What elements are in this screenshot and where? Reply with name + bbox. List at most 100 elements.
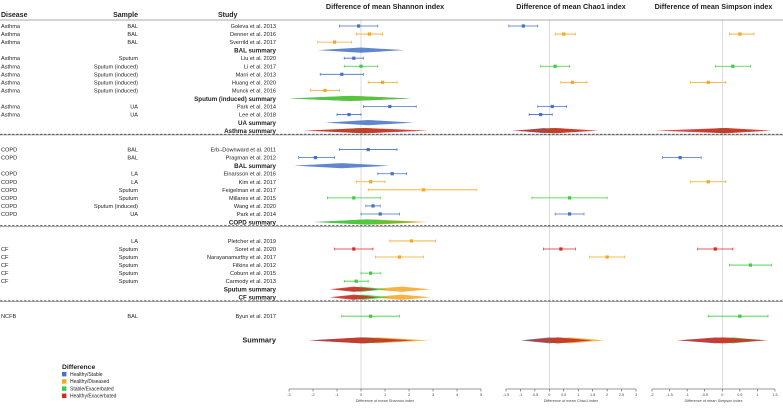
legend-label: Healthy/Stable [70,372,103,378]
point-estimate [421,188,425,192]
legend-title: Difference [62,364,95,371]
study-row: Asthma Sputum (induced) Marri et al. 2013 [1,72,364,78]
study-cell: Munck et al. 2016 [232,88,276,94]
disease-cell: CF [1,279,9,285]
summary-label: Sputum summary [224,287,277,294]
legend-label: Healthy/Diseased [70,379,109,385]
panels: Difference of mean Shannon index -3 -2 -1 0 1… [287,2,777,403]
effect-shannon [355,180,386,184]
study-row: CF Sputum Carmody et al. 2013 [1,279,369,285]
disease-cell: Asthma [1,32,21,38]
panel-chao1: Difference of mean Chao1 index -1.5 -1 -0.5… [503,2,637,403]
study-cell: Li et al. 2017 [244,64,276,70]
header-disease: Disease [1,12,28,19]
legend: Difference Healthy/StableHealthy/Disease… [62,364,117,400]
summary-row: Asthma summary [0,128,783,136]
disease-cell: CF [1,271,9,277]
effect-shannon [341,314,400,318]
sample-cell: Sputum [119,263,139,269]
x-tick-label: 1.5 [590,393,595,397]
sample-cell: LA [131,172,138,178]
header-study: Study [218,12,238,19]
point-estimate [738,32,742,36]
x-tick-label: -1 [519,393,522,397]
x-tick-label: 2 [408,393,410,397]
effect-shannon [310,88,340,92]
summary-row: Sputum summary [224,287,431,294]
point-estimate [409,239,413,243]
study-cell: Einarsson et al. 2016 [223,172,276,178]
disease-cell: COPD [1,188,17,194]
disease-cell: Asthma [1,64,21,70]
panel-simpson: Difference of mean Simpson index -2 -1.5 -1… [650,2,777,403]
summary-diamond-shannon [313,219,417,225]
point-estimate [340,72,344,76]
legend-swatch [62,393,67,398]
point-estimate [369,180,373,184]
point-estimate [521,24,525,28]
study-row: CF Sputum Coburn et al. 2015 [1,271,381,277]
effect-shannon [343,56,364,60]
study-row: COPD LA Kim et al. 2017 [1,180,727,186]
study-row: Asthma Sputum (induced) Huang et al. 2020 [1,80,727,86]
x-tick-label: 1 [756,393,758,397]
summary-diamond-shannon [303,128,429,134]
x-tick-label: 1.5 [772,393,777,397]
sample-cell: Sputum [119,255,139,261]
sample-cell: BAL [127,314,138,320]
legend-label: Stable/Exacerbated [70,386,114,392]
point-estimate [748,263,752,267]
legend-label: Healthy/Exacerbated [70,394,117,400]
x-tick-label: 2 [606,393,608,397]
summary-label: BAL summary [234,163,276,170]
study-row: Asthma UA Lee et al. 2018 [1,112,553,119]
summary-diamond-simpson [655,128,772,134]
study-row: NCFB BAL Byun et al. 2017 [1,314,769,320]
legend-item: Healthy/Exacerbated [62,393,117,400]
x-tick-label: -2 [650,393,653,397]
disease-cell: CF [1,255,9,261]
study-row: COPD BAL Pragman et al. 2012 [1,156,702,162]
sample-cell: Sputum [119,279,139,285]
x-axis-label: Difference of mean Chao1 index [544,399,598,403]
point-estimate [388,104,392,109]
point-estimate [347,112,351,117]
study-cell: Pletcher et al. 2019 [228,239,276,245]
effect-simpson [707,314,769,318]
summary-row: BAL summary [234,47,405,54]
effect-chao1 [554,32,576,36]
summary-label: Sputum (induced) summary [194,96,276,103]
summary-diamond-shannon [368,286,431,292]
x-tick-label: 0 [721,393,723,397]
study-cell: Filkins et al. 2012 [232,263,276,269]
study-cell: Kim et al. 2017 [239,180,276,186]
study-cell: Carmody et al. 2013 [226,279,276,285]
summary-label: Asthma summary [224,128,276,135]
study-row: Asthma UA Park et al. 2014 [1,104,568,111]
point-estimate [359,64,363,68]
panel-title: Difference of mean Chao1 index [516,2,625,11]
effect-shannon [360,212,400,216]
effect-chao1 [540,64,570,68]
panel-title: Difference of mean Simpson index [655,2,773,11]
summary-label: CF summary [239,295,277,302]
summary-row: CF summary [0,295,783,302]
effect-chao1 [508,24,539,28]
effect-shannon [343,279,369,283]
effect-shannon [360,271,381,275]
x-tick-label: -1 [685,393,688,397]
point-estimate [605,255,609,259]
sample-cell: LA [131,180,138,186]
point-estimate [706,180,710,184]
summary-diamond-shannon [329,286,378,292]
study-row: CF Sputum Filkins et al. 2012 [1,263,772,269]
summary-row: Summary [242,336,768,345]
study-cell: Erb–Downward et al. 2011 [210,148,276,154]
summary-diamond-shannon [293,163,390,169]
summary-row: COPD summary [0,219,783,227]
study-cell: Lee et al. 2018 [239,113,276,119]
point-estimate [562,32,566,36]
study-row: Asthma Sputum (induced) Munck et al. 2016 [1,88,340,94]
sample-cell: Sputum (induced) [94,204,138,210]
